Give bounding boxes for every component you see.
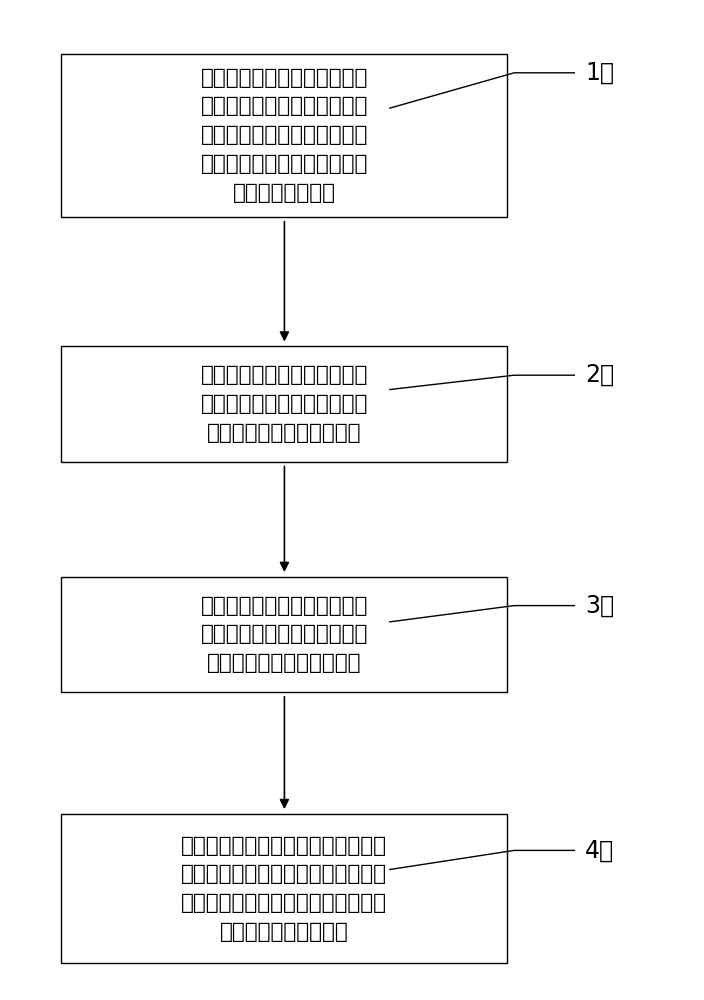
FancyBboxPatch shape: [61, 577, 508, 692]
Text: 2）: 2）: [585, 363, 615, 387]
Text: 4）: 4）: [585, 838, 615, 862]
FancyBboxPatch shape: [61, 814, 508, 963]
Text: 根据现阶段城市电力电缆及通
道管理中存在的主要问题，以
及传统二维设计在实际工程中
存在的弊端，确定电缆工程信
息模型的应用领域: 根据现阶段城市电力电缆及通 道管理中存在的主要问题，以 及传统二维设计在实际工程…: [201, 68, 368, 203]
FancyBboxPatch shape: [61, 346, 508, 462]
Text: 确定电缆工程建立、设计和出
图三个阶段的需求，并获取电
缆工程信息模型的实现目的: 确定电缆工程建立、设计和出 图三个阶段的需求，并获取电 缆工程信息模型的实现目的: [201, 596, 368, 673]
Text: 3）: 3）: [585, 594, 615, 618]
Text: 确定电缆工程建立、设计和出
图三个阶段的需求，并获取电
缆工程信息模型的实现目的: 确定电缆工程建立、设计和出 图三个阶段的需求，并获取电 缆工程信息模型的实现目的: [201, 365, 368, 443]
FancyBboxPatch shape: [61, 54, 508, 217]
Text: 根据电缆工程信息模型结合电缆结构
参数、电缆敷设方式和电缆运行参数
进行电缆工程的三维设计，最终得到
三维电缆工程设计方案: 根据电缆工程信息模型结合电缆结构 参数、电缆敷设方式和电缆运行参数 进行电缆工程…: [182, 836, 387, 942]
Text: 1）: 1）: [585, 61, 614, 85]
